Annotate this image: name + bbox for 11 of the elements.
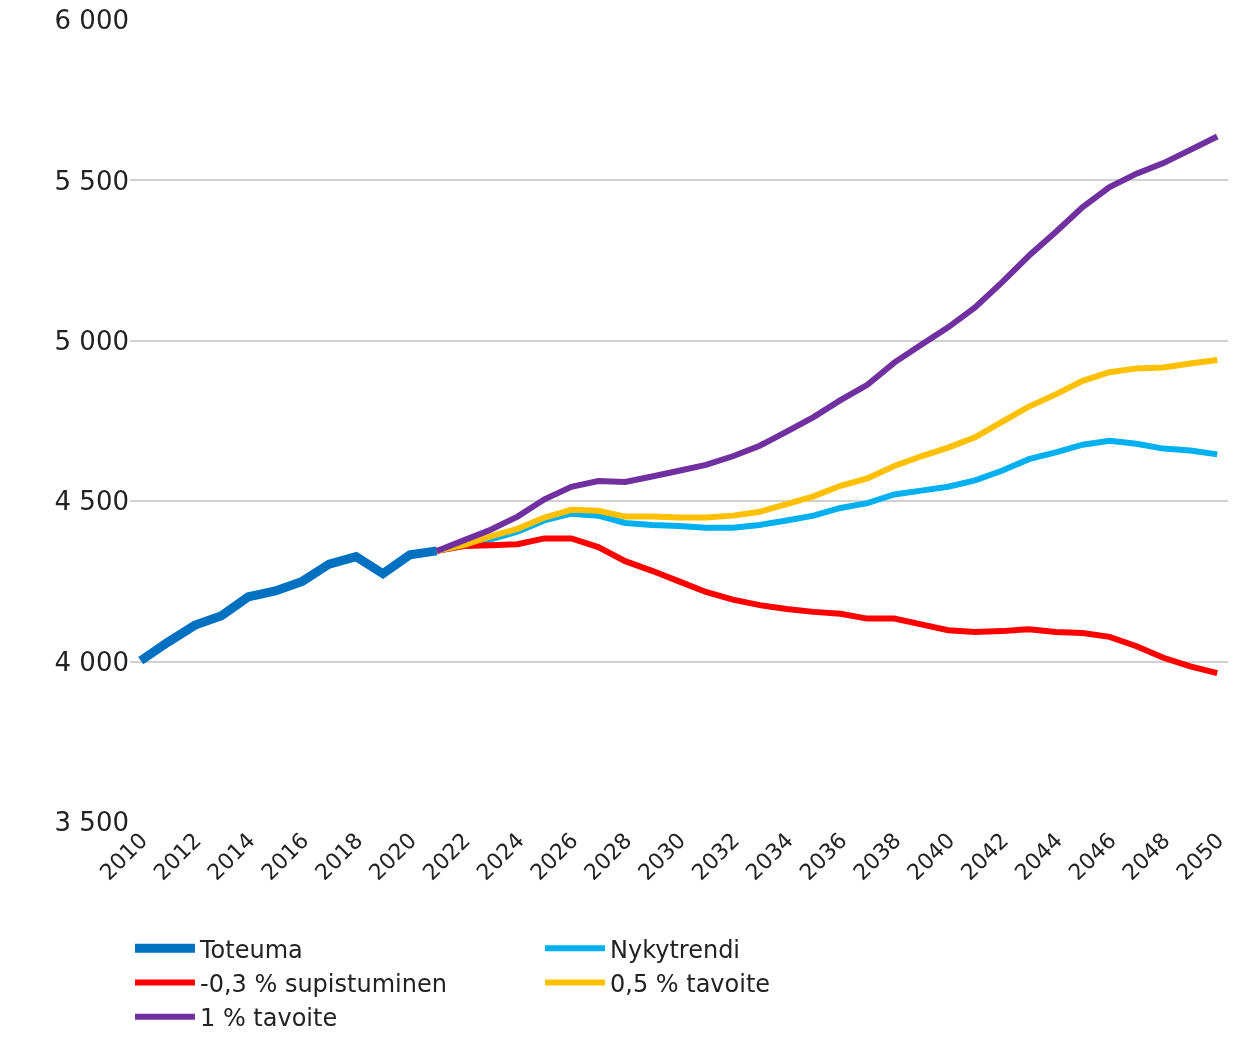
y-tick-label: 4 000 xyxy=(54,646,129,677)
legend-label: -0,3 % supistuminen xyxy=(200,969,447,998)
legend-label: Nykytrendi xyxy=(610,935,741,964)
y-tick-label: 3 500 xyxy=(54,807,129,838)
legend-label: 1 % tavoite xyxy=(200,1004,338,1033)
y-tick-label: 4 500 xyxy=(54,486,129,517)
legend-label: Toteuma xyxy=(199,935,303,964)
y-tick-label: 5 000 xyxy=(54,325,129,356)
y-tick-label: 5 500 xyxy=(54,165,129,196)
legend-label: 0,5 % tavoite xyxy=(610,969,771,998)
y-tick-label: 6 000 xyxy=(54,5,129,36)
